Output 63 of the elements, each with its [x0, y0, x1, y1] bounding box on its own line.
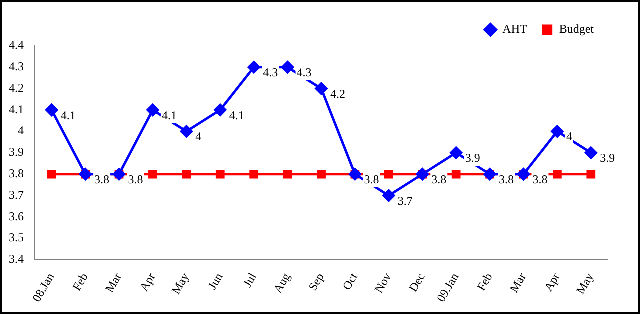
point [282, 61, 294, 74]
legend-label: AHT [502, 22, 528, 36]
x-tick-label: Feb [474, 270, 496, 294]
data-label: 3.8 [94, 172, 110, 187]
x-tick-label: Oct [340, 270, 361, 293]
point [317, 170, 326, 179]
y-tick-label: 3.4 [9, 252, 24, 266]
y-tick-label: 3.6 [9, 209, 24, 224]
data-label: 4.1 [162, 108, 177, 122]
data-label: 3.8 [532, 172, 548, 187]
point [315, 82, 328, 96]
y-tick-label: 4.2 [9, 80, 24, 95]
y-tick-label: 4.1 [9, 102, 24, 116]
y-tick-label: 4.3 [9, 60, 24, 74]
x-tick-label: Mar [102, 270, 125, 295]
point [250, 170, 259, 179]
point [283, 170, 292, 179]
point [148, 170, 158, 179]
data-label: 4.1 [60, 108, 76, 122]
x-tick-label: Apr [136, 270, 158, 294]
data-label: 3.8 [364, 172, 380, 187]
y-tick-label: 3.5 [9, 230, 24, 245]
x-tick-label: Jul [240, 270, 260, 290]
point [382, 190, 396, 202]
point [214, 104, 227, 116]
point [452, 170, 461, 179]
point [586, 170, 596, 179]
point [216, 170, 225, 179]
data-label: 3.8 [128, 172, 144, 187]
point [180, 125, 193, 138]
data-label: 3.8 [432, 172, 447, 187]
data-label: 3.7 [398, 194, 413, 208]
data-label: 4 [566, 130, 572, 144]
x-tick-label: Apr [541, 270, 563, 294]
y-tick-label: 4 [18, 124, 24, 138]
point [553, 170, 562, 179]
data-label: 4 [196, 130, 202, 144]
point [47, 170, 56, 179]
data-label: 4.3 [263, 66, 278, 80]
x-tick-label: Mar [506, 270, 530, 295]
point [384, 170, 394, 179]
x-tick-label: Sep [306, 270, 327, 294]
data-label: 4.3 [296, 66, 312, 80]
data-label: 3.9 [465, 151, 480, 166]
point [248, 61, 260, 74]
data-label: 4.2 [330, 86, 346, 101]
point [584, 146, 598, 160]
point [46, 104, 58, 116]
point [146, 104, 160, 116]
point [551, 125, 564, 138]
data-label: 4.1 [229, 108, 244, 122]
data-label: 3.9 [600, 151, 616, 166]
x-tick-label: Dec [406, 270, 428, 294]
point [182, 170, 192, 179]
point [450, 146, 463, 160]
y-tick-label: 3.8 [9, 166, 24, 181]
x-tick-label: Feb [70, 270, 91, 294]
x-tick-label: Jun [205, 270, 226, 292]
y-tick-label: 4.4 [9, 38, 24, 52]
y-tick-label: 3.9 [9, 145, 24, 160]
data-label: 3.8 [499, 172, 514, 187]
y-tick-label: 3.7 [9, 188, 24, 202]
legend-label: Budget [559, 22, 595, 36]
